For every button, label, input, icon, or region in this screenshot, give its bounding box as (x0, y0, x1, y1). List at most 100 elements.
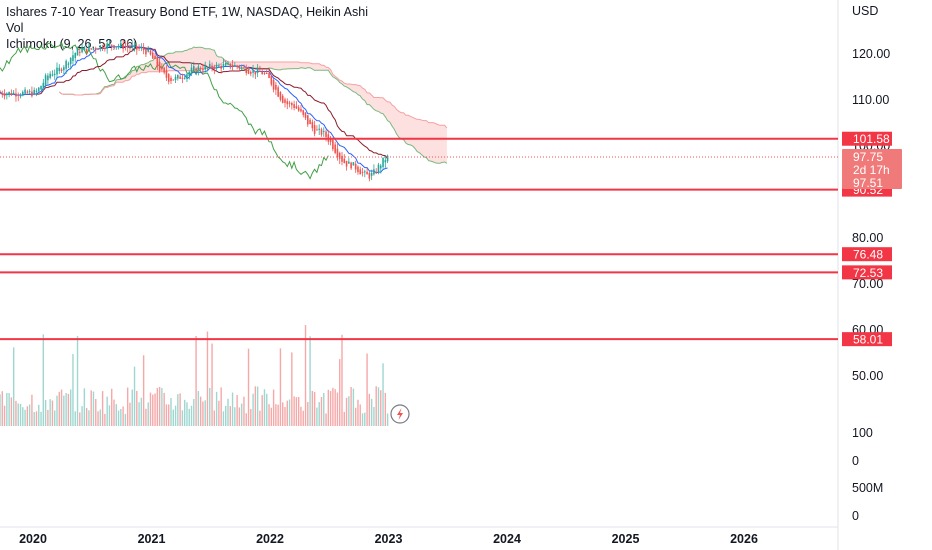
volume-bar (126, 387, 129, 426)
candle-body (204, 65, 206, 70)
candle-body (104, 48, 106, 50)
candle-body (275, 84, 277, 90)
volume-bar (140, 397, 143, 426)
volume-bar (58, 391, 60, 426)
volume-bar (325, 413, 327, 426)
candle-body (243, 67, 245, 69)
candle-body (206, 66, 209, 68)
candle-body (336, 148, 339, 158)
volume-bar (165, 404, 168, 426)
volume-bar (320, 396, 323, 426)
candle-body (350, 162, 352, 169)
candle-body (108, 43, 111, 46)
volume-tick-1: 0 (852, 454, 859, 468)
volume-bar (202, 401, 204, 426)
candle-body (106, 43, 108, 49)
candle-body (302, 110, 305, 115)
candle-body (74, 52, 77, 59)
volume-bar (270, 407, 273, 426)
candle-body (131, 46, 134, 48)
volume-bar (377, 387, 380, 426)
time-tick-5: 2025 (612, 532, 640, 546)
volume-bar (42, 334, 45, 426)
candle-body (259, 70, 261, 72)
candle-body (256, 68, 259, 73)
volume-bar (359, 404, 361, 426)
volume-bars (0, 325, 389, 426)
candle-body (382, 157, 384, 168)
volume-bar (156, 387, 159, 426)
candle-body (199, 68, 202, 70)
candle-body (329, 137, 332, 142)
ichimoku-lagging-span (0, 41, 329, 180)
candle-body (229, 63, 232, 68)
volume-bar (307, 401, 309, 426)
volume-bar (199, 396, 202, 426)
candle-body (211, 65, 213, 69)
candle-body (51, 74, 54, 76)
volume-bar (234, 407, 236, 426)
volume-bar (149, 392, 152, 426)
level-tag-2: 76.48 (853, 248, 883, 262)
volume-bar (327, 389, 330, 426)
volume-bar (238, 407, 241, 426)
candle-body (165, 70, 168, 78)
volume-indicator-label[interactable]: Vol (6, 21, 24, 35)
volume-bar (282, 402, 284, 426)
candle-body (133, 45, 136, 48)
volume-bar (318, 402, 320, 426)
volume-bar (343, 411, 345, 426)
candle-body (140, 47, 143, 49)
volume-bar (158, 386, 161, 426)
volume-bar (293, 396, 295, 426)
candle-body (63, 67, 65, 71)
candle-body (49, 73, 51, 78)
volume-bar (108, 405, 111, 426)
volume-bar (218, 400, 220, 426)
volume-bar (375, 386, 377, 426)
candle-body (247, 70, 250, 74)
candle-body (170, 77, 172, 82)
candle-body (33, 90, 35, 94)
candle-body (197, 66, 200, 71)
candle-body (92, 48, 95, 50)
volume-bar (161, 387, 163, 426)
candle-body (19, 95, 22, 97)
volume-bar (6, 392, 8, 426)
candle-body (42, 82, 45, 88)
candle-body (352, 162, 355, 166)
candle-body (24, 89, 26, 94)
candle-body (277, 87, 279, 97)
time-tick-0: 2020 (19, 532, 47, 546)
volume-bar (350, 387, 352, 426)
candle-body (215, 64, 218, 69)
volume-bar (92, 391, 95, 426)
horizontal-levels (0, 137, 838, 341)
candle-body (145, 49, 147, 55)
candle-body (110, 44, 113, 46)
volume-bar (19, 403, 22, 426)
volume-bar (49, 399, 51, 426)
candle-body (295, 106, 298, 109)
candle-body (181, 77, 184, 79)
currency-label: USD (852, 4, 878, 18)
volume-bar (286, 400, 288, 426)
candle-body (76, 48, 79, 56)
symbol-title[interactable]: Ishares 7-10 Year Treasury Bond ETF, 1W,… (6, 5, 368, 19)
chart-legend: Ishares 7-10 Year Treasury Bond ETF, 1W,… (6, 4, 368, 52)
candle-body (129, 47, 131, 49)
candle-body (31, 91, 33, 97)
volume-bar (138, 402, 140, 426)
leading-span-b (58, 59, 448, 129)
candle-body (85, 48, 88, 53)
volume-bar (117, 410, 120, 426)
candle-body (158, 61, 161, 72)
bar-countdown: 2d 17h (853, 163, 890, 177)
volume-bar (111, 388, 113, 426)
candle-body (220, 65, 222, 69)
candle-body (190, 67, 193, 74)
volume-bar (63, 395, 65, 426)
lightning-icon[interactable] (390, 404, 410, 424)
candle-body (28, 91, 31, 93)
